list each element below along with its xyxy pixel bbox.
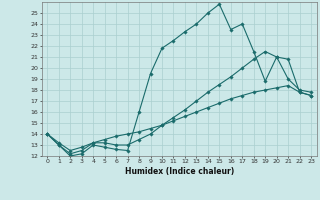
X-axis label: Humidex (Indice chaleur): Humidex (Indice chaleur) [124,167,234,176]
